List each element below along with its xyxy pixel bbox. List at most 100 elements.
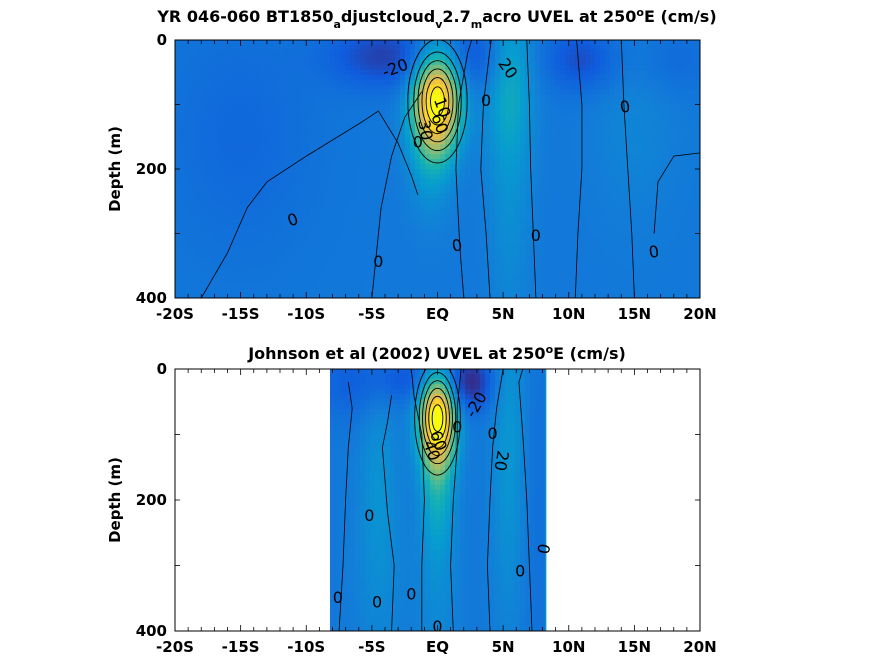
heatmap-cell bbox=[445, 144, 451, 150]
heatmap-cell bbox=[180, 238, 186, 245]
heatmap-cell bbox=[400, 164, 406, 170]
heatmap-cell bbox=[295, 278, 301, 284]
heatmap-cell bbox=[435, 54, 441, 61]
heatmap-cell bbox=[360, 213, 366, 220]
heatmap-cell bbox=[565, 263, 571, 269]
heatmap-cell bbox=[495, 238, 501, 245]
heatmap-cell bbox=[535, 144, 541, 150]
heatmap-cell bbox=[355, 69, 361, 76]
heatmap-cell bbox=[370, 248, 376, 254]
heatmap-cell bbox=[325, 49, 331, 56]
heatmap-cell bbox=[245, 144, 251, 150]
heatmap-cell bbox=[210, 59, 216, 66]
heatmap-cell bbox=[340, 54, 346, 61]
heatmap-cell bbox=[515, 228, 521, 235]
heatmap-cell bbox=[295, 258, 301, 264]
heatmap-cell bbox=[600, 248, 606, 254]
heatmap-cell bbox=[555, 79, 561, 86]
heatmap-cell bbox=[390, 243, 396, 249]
heatmap-cell bbox=[295, 139, 301, 145]
heatmap-cell bbox=[410, 248, 416, 254]
heatmap-cell bbox=[620, 188, 626, 195]
heatmap-cell bbox=[525, 203, 531, 210]
heatmap-cell bbox=[400, 89, 406, 96]
heatmap-cell bbox=[180, 49, 186, 56]
heatmap-cell bbox=[600, 188, 606, 195]
heatmap-cell bbox=[570, 94, 576, 101]
heatmap-cell bbox=[525, 169, 531, 175]
heatmap-cell bbox=[210, 149, 216, 155]
heatmap-cell bbox=[200, 40, 206, 46]
heatmap-cell bbox=[420, 293, 426, 298]
heatmap-cell bbox=[415, 129, 421, 135]
heatmap-cell bbox=[580, 273, 586, 279]
heatmap-cell bbox=[245, 99, 251, 106]
heatmap-cell bbox=[440, 258, 446, 264]
heatmap-cell bbox=[345, 238, 351, 245]
heatmap-cell bbox=[390, 293, 396, 298]
heatmap-cell bbox=[640, 253, 646, 259]
heatmap-cell bbox=[625, 233, 631, 240]
heatmap-cell bbox=[450, 149, 456, 155]
heatmap-cell bbox=[375, 104, 381, 111]
heatmap-cell bbox=[330, 213, 336, 220]
heatmap-cell bbox=[555, 44, 561, 51]
heatmap-cell bbox=[215, 129, 221, 135]
heatmap-cell bbox=[390, 178, 396, 185]
heatmap-cell bbox=[430, 233, 436, 240]
heatmap-cell bbox=[240, 74, 246, 81]
heatmap-cell bbox=[200, 104, 206, 111]
heatmap-cell bbox=[285, 40, 291, 46]
heatmap-cell bbox=[315, 178, 321, 185]
heatmap-cell bbox=[600, 273, 606, 279]
heatmap-cell bbox=[430, 99, 436, 106]
heatmap-cell bbox=[385, 159, 391, 165]
heatmap-cell bbox=[610, 169, 616, 175]
heatmap-cell bbox=[645, 213, 651, 220]
heatmap-cell bbox=[385, 154, 391, 160]
heatmap-cell bbox=[265, 94, 271, 101]
heatmap-cell bbox=[320, 154, 326, 160]
heatmap-cell bbox=[620, 243, 626, 249]
heatmap-cell bbox=[380, 114, 386, 120]
heatmap-cell bbox=[605, 248, 611, 254]
heatmap-cell bbox=[210, 119, 216, 125]
heatmap-cell bbox=[610, 59, 616, 66]
heatmap-cell bbox=[335, 49, 341, 56]
heatmap-cell bbox=[620, 44, 626, 51]
heatmap-cell bbox=[415, 183, 421, 190]
heatmap-cell bbox=[285, 258, 291, 264]
heatmap-cell bbox=[200, 263, 206, 269]
heatmap-cell bbox=[505, 293, 511, 298]
heatmap-cell bbox=[455, 238, 461, 245]
heatmap-cell bbox=[480, 134, 486, 140]
heatmap-cell bbox=[390, 139, 396, 145]
heatmap-cell bbox=[570, 278, 576, 284]
heatmap-cell bbox=[195, 134, 201, 140]
heatmap-cell bbox=[405, 64, 411, 71]
heatmap-cell bbox=[490, 193, 496, 200]
heatmap-cell bbox=[455, 64, 461, 71]
heatmap-cell bbox=[220, 288, 226, 294]
heatmap-cell bbox=[365, 64, 371, 71]
heatmap-cell bbox=[545, 154, 551, 160]
heatmap-cell bbox=[225, 129, 231, 135]
heatmap-cell bbox=[500, 89, 506, 96]
heatmap-cell bbox=[250, 243, 256, 249]
heatmap-cell bbox=[600, 258, 606, 264]
heatmap-cell bbox=[350, 59, 356, 66]
heatmap-cell bbox=[295, 213, 301, 220]
heatmap-cell bbox=[190, 178, 196, 185]
heatmap-cell bbox=[485, 89, 491, 96]
heatmap-cell bbox=[605, 268, 611, 274]
heatmap-cell bbox=[445, 238, 451, 245]
heatmap-cell bbox=[560, 193, 566, 200]
heatmap-cell bbox=[485, 144, 491, 150]
heatmap-cell bbox=[550, 193, 556, 200]
heatmap-cell bbox=[475, 218, 481, 225]
heatmap-cell bbox=[430, 188, 436, 195]
heatmap-cell bbox=[640, 273, 646, 279]
heatmap-cell bbox=[575, 64, 581, 71]
heatmap-cell bbox=[505, 89, 511, 96]
heatmap-cell bbox=[635, 228, 641, 235]
